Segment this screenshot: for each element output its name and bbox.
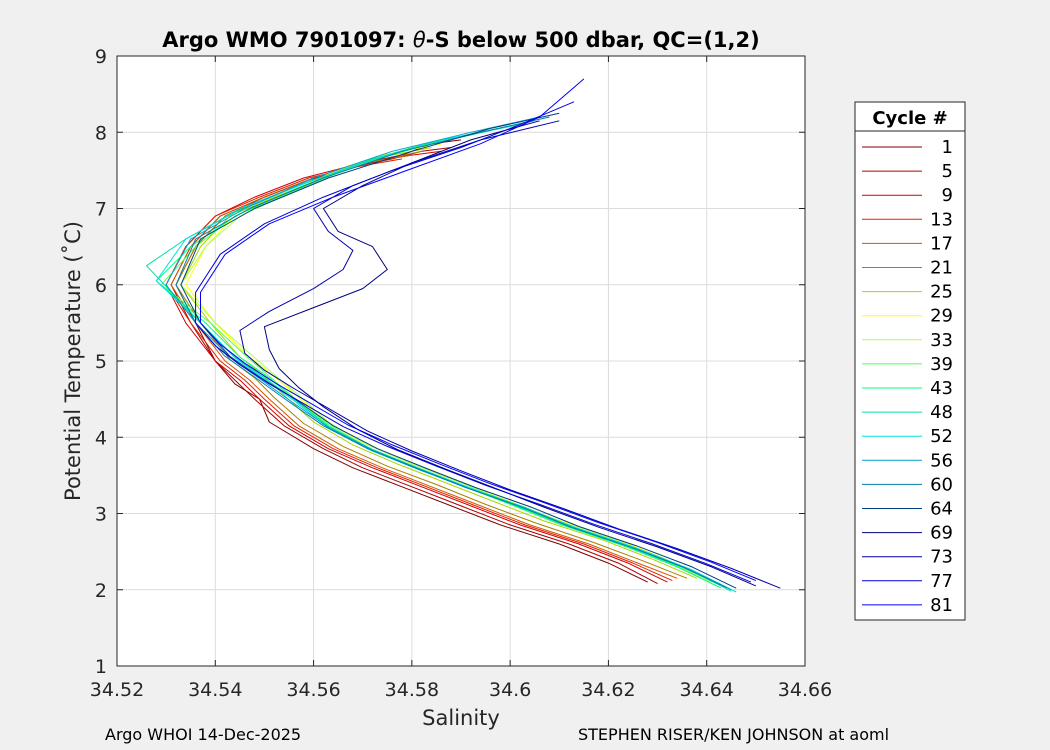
y-tick-label: 3 (95, 504, 107, 526)
legend-label: 81 (930, 595, 953, 616)
legend-label: 56 (930, 450, 953, 471)
legend-entry-cycle-52: 52 (862, 426, 953, 447)
legend-entry-cycle-17: 17 (862, 233, 953, 254)
legend-entry-cycle-33: 33 (862, 330, 953, 351)
legend-label: 60 (930, 474, 953, 495)
legend-entry-cycle-56: 56 (862, 450, 953, 471)
legend-label: 9 (942, 185, 953, 206)
x-tick-label: 34.56 (286, 679, 340, 701)
series-line-cycle-73 (239, 120, 781, 589)
legend-entry-cycle-73: 73 (862, 547, 953, 568)
legend-label: 43 (930, 378, 953, 399)
chart-title: Argo WMO 7901097: θ-S below 500 dbar, QC… (162, 28, 759, 52)
legend: Cycle # 1 5 9 13 17 21 25 29 33 39 43 48 52 56 60 64 69 7… (854, 101, 966, 621)
series-line-cycle-81 (200, 78, 757, 582)
x-tick-label: 34.52 (90, 679, 144, 701)
legend-entry-cycle-64: 64 (862, 499, 953, 520)
legend-entry-cycle-29: 29 (862, 306, 953, 327)
series-line-cycle-69 (263, 120, 757, 587)
y-tick-label: 2 (95, 580, 107, 602)
legend-label: 48 (930, 402, 953, 423)
x-tick-label: 34.62 (581, 679, 635, 701)
legend-label: 73 (930, 547, 953, 568)
series-line-cycle-9 (165, 150, 668, 583)
legend-entry-cycle-69: 69 (862, 523, 953, 544)
series-line-cycle-13 (165, 158, 673, 582)
y-tick-label: 8 (95, 122, 107, 144)
legend-label: 52 (930, 426, 953, 447)
series-line-cycle-17 (170, 154, 678, 579)
legend-box (854, 101, 966, 621)
legend-label: 21 (930, 258, 953, 279)
legend-entry-cycle-9: 9 (862, 185, 953, 206)
y-tick-label: 5 (95, 351, 107, 373)
legend-entry-cycle-1: 1 (862, 137, 953, 158)
legend-label: 13 (930, 209, 953, 230)
series-line-cycle-77 (195, 101, 752, 583)
legend-entry-cycle-48: 48 (862, 402, 953, 423)
y-tick-label: 9 (95, 46, 107, 68)
x-tick-label: 34.54 (188, 679, 242, 701)
data-lines (146, 78, 781, 593)
x-tick-label: 34.6 (489, 679, 531, 701)
y-tick-label: 4 (95, 427, 107, 449)
legend-entry-cycle-77: 77 (862, 571, 953, 592)
legend-label: 64 (930, 499, 953, 520)
legend-entry-cycle-81: 81 (862, 595, 953, 616)
legend-entry-cycle-5: 5 (862, 161, 953, 182)
legend-label: 39 (930, 354, 953, 375)
series-line-cycle-60 (175, 116, 727, 588)
y-tick-label: 6 (95, 275, 107, 297)
legend-label: 17 (930, 233, 953, 254)
y-tick-label: 1 (95, 656, 107, 678)
x-tick-label: 34.66 (778, 679, 832, 701)
axis-ticks: 34.52 34.54 34.56 34.58 34.6 34.62 34.64 34.66 1… (90, 46, 832, 701)
legend-entry-cycle-13: 13 (862, 209, 953, 230)
legend-title: Cycle # (872, 108, 947, 129)
legend-label: 33 (930, 330, 953, 351)
footer-left: Argo WHOI 14-Dec-2025 (105, 725, 302, 744)
legend-label: 25 (930, 282, 953, 303)
footer-right: STEPHEN RISER/KEN JOHNSON at aoml (578, 725, 890, 744)
x-tick-label: 34.58 (385, 679, 439, 701)
legend-label: 29 (930, 306, 953, 327)
legend-entry-cycle-60: 60 (862, 474, 953, 495)
legend-label: 5 (942, 161, 953, 182)
legend-entry-cycle-43: 43 (862, 378, 953, 399)
legend-entry-cycle-21: 21 (862, 258, 953, 279)
legend-label: 69 (930, 523, 953, 544)
x-axis-label: Salinity (422, 706, 500, 730)
legend-label: 77 (930, 571, 953, 592)
legend-entry-cycle-25: 25 (862, 282, 953, 303)
legend-entry-cycle-39: 39 (862, 354, 953, 375)
legend-label: 1 (942, 137, 953, 158)
x-tick-label: 34.64 (680, 679, 734, 701)
y-tick-label: 7 (95, 199, 107, 221)
y-axis-label: Potential Temperature (˚C) (61, 221, 85, 501)
